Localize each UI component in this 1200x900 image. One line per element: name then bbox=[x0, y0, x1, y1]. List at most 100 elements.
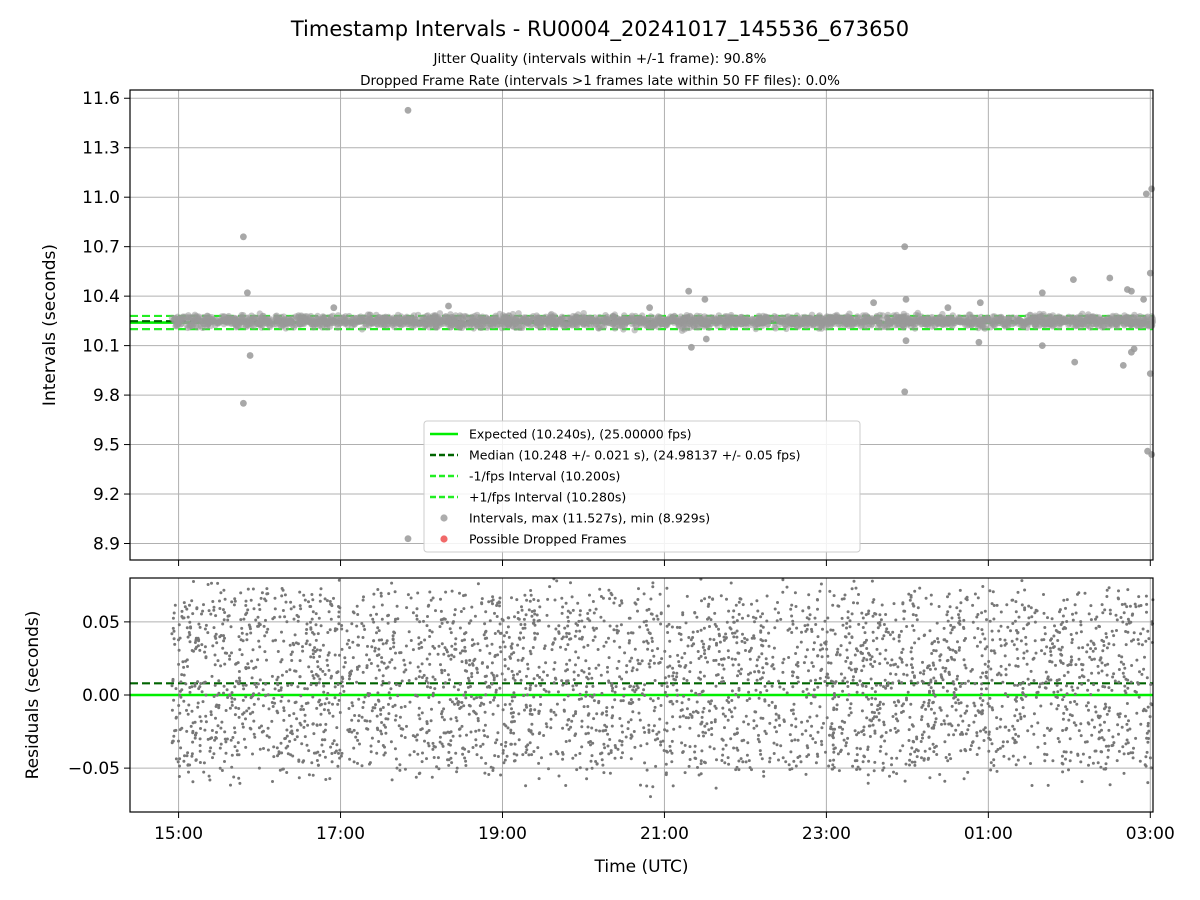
residual-point bbox=[327, 610, 331, 614]
residual-point bbox=[515, 672, 519, 676]
residual-point bbox=[361, 636, 365, 639]
residual-point bbox=[209, 612, 213, 616]
residual-point bbox=[1060, 645, 1064, 649]
residual-point bbox=[1111, 743, 1115, 747]
residual-point bbox=[298, 604, 302, 608]
residual-point bbox=[849, 711, 853, 715]
residual-point bbox=[439, 597, 442, 601]
residual-point bbox=[572, 678, 576, 682]
residual-point bbox=[357, 697, 361, 701]
residual-point bbox=[742, 720, 746, 724]
residual-point bbox=[761, 666, 765, 670]
residual-point bbox=[617, 659, 621, 663]
residual-point bbox=[447, 763, 451, 767]
residual-point bbox=[1094, 626, 1098, 630]
residual-point bbox=[820, 743, 824, 747]
residual-point bbox=[658, 717, 662, 721]
residual-point bbox=[679, 638, 683, 642]
residual-point bbox=[1015, 695, 1019, 699]
residual-point bbox=[852, 675, 855, 679]
residual-point bbox=[501, 749, 505, 752]
residual-point bbox=[737, 612, 741, 616]
interval-point bbox=[1028, 317, 1036, 324]
residual-point bbox=[491, 602, 494, 606]
residual-point bbox=[447, 654, 451, 658]
residual-point bbox=[376, 664, 380, 668]
residual-point bbox=[928, 667, 932, 671]
interval-point bbox=[463, 313, 470, 320]
residual-point bbox=[605, 706, 609, 710]
residual-point bbox=[759, 691, 762, 694]
residual-point bbox=[635, 668, 639, 672]
residual-point bbox=[331, 702, 334, 706]
interval-outlier-point bbox=[1106, 274, 1114, 282]
residual-point bbox=[455, 719, 459, 723]
interval-point bbox=[515, 318, 523, 325]
interval-point bbox=[538, 322, 545, 330]
residual-point bbox=[735, 727, 739, 731]
residual-point bbox=[882, 634, 886, 638]
residual-point bbox=[458, 727, 462, 731]
residual-point bbox=[182, 699, 186, 703]
residual-point bbox=[625, 670, 628, 674]
residual-point bbox=[833, 632, 837, 636]
residual-point bbox=[371, 706, 375, 710]
residual-point bbox=[532, 695, 536, 699]
residual-point bbox=[258, 608, 262, 611]
residual-point bbox=[809, 701, 813, 705]
residual-point bbox=[680, 656, 684, 660]
residual-point bbox=[1111, 735, 1115, 739]
residual-point bbox=[840, 616, 844, 620]
residual-point bbox=[190, 752, 194, 756]
residual-point bbox=[595, 762, 599, 766]
residual-point bbox=[688, 745, 692, 749]
residual-point bbox=[453, 613, 457, 617]
residual-point bbox=[431, 644, 435, 648]
residual-point bbox=[233, 685, 237, 689]
residual-point bbox=[498, 596, 502, 600]
residual-point bbox=[177, 739, 180, 743]
residual-point bbox=[744, 649, 747, 652]
residual-point bbox=[827, 764, 831, 768]
residual-point bbox=[387, 592, 391, 596]
residual-point bbox=[1146, 781, 1150, 785]
residual-point bbox=[539, 703, 543, 706]
residual-point bbox=[416, 752, 420, 756]
residual-point bbox=[767, 631, 771, 635]
residual-point bbox=[503, 658, 507, 661]
residual-point bbox=[455, 770, 459, 774]
interval-point bbox=[470, 325, 477, 332]
residual-point bbox=[417, 713, 421, 717]
residual-point bbox=[439, 663, 442, 667]
residual-point bbox=[643, 683, 647, 687]
residual-point bbox=[801, 609, 805, 613]
residual-point bbox=[403, 736, 407, 739]
residual-point bbox=[952, 733, 956, 737]
residual-point bbox=[618, 717, 622, 720]
interval-outlier-point bbox=[1038, 289, 1046, 297]
residual-point bbox=[311, 695, 315, 699]
residual-point bbox=[672, 727, 676, 731]
residual-point bbox=[620, 743, 624, 747]
residual-point bbox=[484, 680, 488, 684]
residual-point bbox=[1015, 637, 1019, 641]
residual-point bbox=[1007, 728, 1011, 732]
residual-point bbox=[280, 587, 284, 590]
residual-point bbox=[806, 719, 809, 723]
residual-point bbox=[746, 722, 750, 726]
residual-point bbox=[379, 729, 383, 733]
residual-point bbox=[199, 682, 203, 685]
residual-point bbox=[523, 623, 527, 626]
interval-point bbox=[619, 316, 627, 324]
residual-point bbox=[196, 680, 200, 684]
residual-point bbox=[353, 714, 357, 717]
residual-point bbox=[273, 596, 277, 600]
residual-point bbox=[493, 696, 496, 699]
residual-point bbox=[448, 743, 452, 747]
residual-point bbox=[652, 617, 656, 621]
interval-point bbox=[449, 314, 456, 321]
residual-point bbox=[215, 730, 218, 734]
residual-point bbox=[718, 634, 721, 638]
interval-point bbox=[194, 318, 201, 325]
interval-point bbox=[1138, 322, 1145, 330]
